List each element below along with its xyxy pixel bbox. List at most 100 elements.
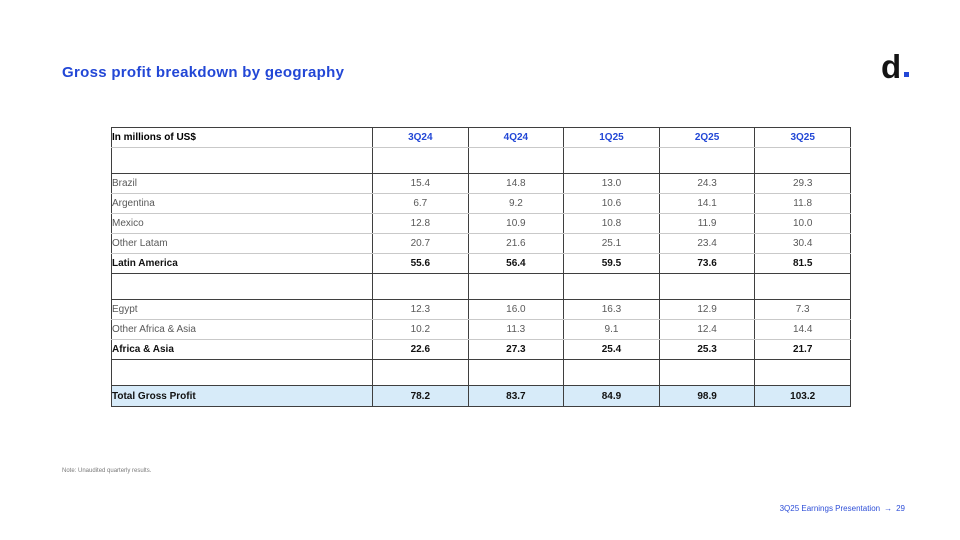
cell-value: 84.9 — [563, 385, 660, 407]
cell-value: 55.6 — [372, 253, 469, 274]
cell-value: 14.8 — [467, 173, 565, 194]
cell-value — [467, 359, 565, 386]
cell-value: 10.6 — [563, 193, 660, 214]
cell-value: 12.3 — [372, 299, 469, 320]
column-header-3q25: 3Q25 — [754, 127, 851, 148]
cell-value: 11.9 — [658, 213, 756, 234]
cell-value: 11.3 — [467, 319, 565, 340]
cell-value: 7.3 — [754, 299, 851, 320]
row-label: Brazil — [111, 173, 373, 194]
spacer-row — [111, 359, 851, 386]
column-header-1q25: 1Q25 — [563, 127, 660, 148]
cell-value: 10.0 — [754, 213, 851, 234]
footnote: Note: Unaudited quarterly results. — [62, 468, 152, 474]
row-label: Egypt — [111, 299, 373, 320]
cell-value — [563, 147, 660, 174]
row-label: Latin America — [111, 253, 373, 274]
row-label: Africa & Asia — [111, 339, 373, 360]
cell-value: 12.8 — [372, 213, 469, 234]
table-row-latin-america: Latin America 55.6 56.4 59.5 73.6 81.5 — [111, 253, 851, 274]
row-label: Other Latam — [111, 233, 373, 254]
cell-value — [754, 147, 851, 174]
column-header-4q24: 4Q24 — [467, 127, 565, 148]
cell-value: 21.6 — [467, 233, 565, 254]
cell-value: 25.3 — [658, 339, 756, 360]
cell-value: 98.9 — [658, 385, 756, 407]
cell-value: 59.5 — [563, 253, 660, 274]
cell-value: 16.0 — [467, 299, 565, 320]
table-row-total-gross-profit: Total Gross Profit 78.2 83.7 84.9 98.9 103.2 — [111, 385, 851, 407]
cell-value — [754, 359, 851, 386]
column-header-2q25: 2Q25 — [658, 127, 756, 148]
cell-value: 25.1 — [563, 233, 660, 254]
row-label: Other Africa & Asia — [111, 319, 373, 340]
table-header-row: In millions of US$ 3Q24 4Q24 1Q25 2Q25 3Q25 — [111, 127, 851, 148]
row-label: Mexico — [111, 213, 373, 234]
table-row-brazil: Brazil 15.4 14.8 13.0 24.3 29.3 — [111, 173, 851, 194]
table-row-other-africa-asia: Other Africa & Asia 10.2 11.3 9.1 12.4 14.4 — [111, 319, 851, 340]
table-row-argentina: Argentina 6.7 9.2 10.6 14.1 11.8 — [111, 193, 851, 214]
row-label — [111, 273, 373, 300]
cell-value: 10.8 — [563, 213, 660, 234]
table-body: Brazil 15.4 14.8 13.0 24.3 29.3 Argentina 6.7 9.… — [111, 147, 851, 407]
row-label — [111, 359, 373, 386]
cell-value — [372, 273, 469, 300]
cell-value: 20.7 — [372, 233, 469, 254]
cell-value: 83.7 — [467, 385, 565, 407]
cell-value: 12.4 — [658, 319, 756, 340]
cell-value — [754, 273, 851, 300]
row-label: Total Gross Profit — [111, 385, 373, 407]
logo-dot-icon — [904, 72, 910, 77]
cell-value: 24.3 — [658, 173, 756, 194]
cell-value: 73.6 — [658, 253, 756, 274]
arrow-right-icon: → — [884, 504, 893, 513]
cell-value — [372, 359, 469, 386]
table-unit-label: In millions of US$ — [111, 127, 373, 148]
cell-value: 11.8 — [754, 193, 851, 214]
cell-value: 23.4 — [658, 233, 756, 254]
cell-value — [658, 273, 756, 300]
cell-value: 9.2 — [467, 193, 565, 214]
cell-value: 21.7 — [754, 339, 851, 360]
page-number: 29 — [896, 504, 905, 513]
cell-value — [658, 147, 756, 174]
cell-value — [563, 359, 660, 386]
cell-value: 81.5 — [754, 253, 851, 274]
company-logo: d — [881, 46, 910, 86]
spacer-row — [111, 147, 851, 174]
cell-value: 22.6 — [372, 339, 469, 360]
cell-value — [563, 273, 660, 300]
cell-value — [467, 147, 565, 174]
cell-value: 14.4 — [754, 319, 851, 340]
row-label: Argentina — [111, 193, 373, 214]
cell-value: 13.0 — [563, 173, 660, 194]
cell-value: 12.9 — [658, 299, 756, 320]
cell-value: 25.4 — [563, 339, 660, 360]
cell-value — [658, 359, 756, 386]
cell-value: 29.3 — [754, 173, 851, 194]
cell-value: 16.3 — [563, 299, 660, 320]
cell-value: 6.7 — [372, 193, 469, 214]
column-header-3q24: 3Q24 — [372, 127, 469, 148]
logo-letter: d — [881, 48, 902, 85]
cell-value — [372, 147, 469, 174]
footer-label: 3Q25 Earnings Presentation — [779, 504, 881, 513]
cell-value: 27.3 — [467, 339, 565, 360]
gross-profit-table: In millions of US$ 3Q24 4Q24 1Q25 2Q25 3Q25 B… — [111, 127, 851, 407]
cell-value: 78.2 — [372, 385, 469, 407]
spacer-row — [111, 273, 851, 300]
table-row-mexico: Mexico 12.8 10.9 10.8 11.9 10.0 — [111, 213, 851, 234]
page-title: Gross profit breakdown by geography — [62, 64, 345, 81]
table-row-other-latam: Other Latam 20.7 21.6 25.1 23.4 30.4 — [111, 233, 851, 254]
table-row-africa-asia: Africa & Asia 22.6 27.3 25.4 25.3 21.7 — [111, 339, 851, 360]
cell-value — [467, 273, 565, 300]
cell-value: 10.9 — [467, 213, 565, 234]
row-label — [111, 147, 373, 174]
cell-value: 14.1 — [658, 193, 756, 214]
cell-value: 103.2 — [754, 385, 851, 407]
footer: 3Q25 Earnings Presentation → 29 — [780, 504, 905, 513]
cell-value: 56.4 — [467, 253, 565, 274]
cell-value: 9.1 — [563, 319, 660, 340]
table-row-egypt: Egypt 12.3 16.0 16.3 12.9 7.3 — [111, 299, 851, 320]
